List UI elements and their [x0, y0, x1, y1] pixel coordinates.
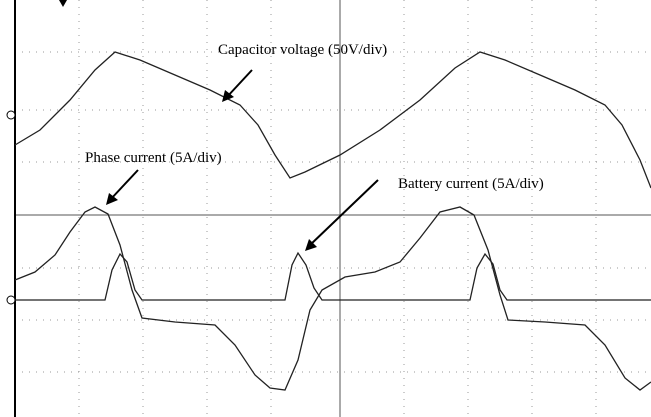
- arrow: [308, 179, 379, 247]
- arrowhead: [305, 239, 317, 251]
- arrow: [109, 169, 139, 201]
- arrow: [225, 69, 253, 99]
- battery-current-trace: [15, 251, 651, 301]
- capacitor-voltage-trace: [14, 51, 651, 189]
- channel-marker: [6, 110, 16, 120]
- phase-current-trace: [14, 206, 651, 391]
- annotation: Capacitor voltage (50V/div): [218, 42, 387, 58]
- channel-marker: [6, 295, 16, 305]
- arrowhead: [222, 90, 234, 102]
- annotation: Phase current (5A/div): [85, 150, 222, 166]
- annotation: Battery current (5A/div): [398, 176, 544, 192]
- grid: [14, 0, 651, 417]
- trigger-marker: [59, 0, 67, 7]
- arrowhead: [106, 193, 118, 205]
